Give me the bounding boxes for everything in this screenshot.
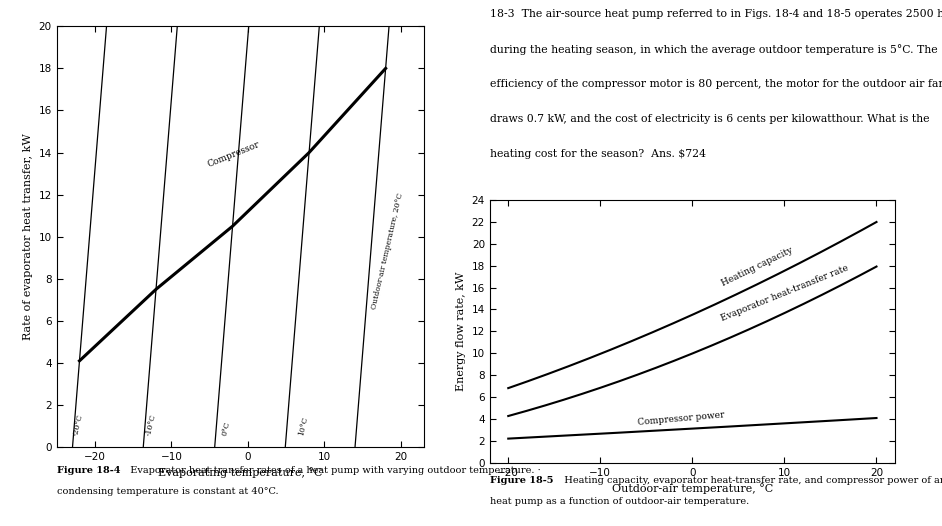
Text: Heating capacity, evaporator heat-transfer rate, and compressor power of an air-: Heating capacity, evaporator heat-transf…: [558, 476, 942, 485]
Text: 0°C: 0°C: [221, 421, 232, 437]
X-axis label: Outdoor-air temperature, °C: Outdoor-air temperature, °C: [611, 483, 773, 494]
Text: Evaporator heat-transfer rates of a heat pump with varying outdoor temperature. : Evaporator heat-transfer rates of a heat…: [124, 466, 541, 474]
Text: Figure 18-4: Figure 18-4: [57, 466, 120, 474]
Text: Compressor power: Compressor power: [637, 410, 724, 427]
Text: -10°C: -10°C: [144, 413, 157, 437]
Text: heating cost for the season?  Ans. $724: heating cost for the season? Ans. $724: [490, 149, 706, 159]
Text: during the heating season, in which the average outdoor temperature is 5°C. The: during the heating season, in which the …: [490, 44, 937, 55]
Text: Figure 18-5: Figure 18-5: [490, 476, 553, 485]
X-axis label: Evaporating temperature, °C: Evaporating temperature, °C: [158, 468, 322, 478]
Text: 18-3  The air-source heat pump referred to in Figs. 18-4 and 18-5 operates 2500 : 18-3 The air-source heat pump referred t…: [490, 9, 942, 19]
Text: efficiency of the compressor motor is 80 percent, the motor for the outdoor air : efficiency of the compressor motor is 80…: [490, 79, 942, 89]
Text: -20°C: -20°C: [72, 413, 85, 437]
Text: Evaporator heat-transfer rate: Evaporator heat-transfer rate: [720, 263, 850, 322]
Text: 10°C: 10°C: [298, 416, 310, 437]
Text: draws 0.7 kW, and the cost of electricity is 6 cents per kilowatthour. What is t: draws 0.7 kW, and the cost of electricit…: [490, 114, 930, 124]
Y-axis label: Rate of evaporator heat transfer, kW: Rate of evaporator heat transfer, kW: [23, 133, 33, 340]
Text: Outdoor-air temperature, 20°C: Outdoor-air temperature, 20°C: [370, 193, 405, 310]
Text: heat pump as a function of outdoor-air temperature.: heat pump as a function of outdoor-air t…: [490, 497, 749, 506]
Y-axis label: Energy flow rate, kW: Energy flow rate, kW: [456, 272, 466, 391]
Text: Heating capacity: Heating capacity: [720, 245, 794, 288]
Text: condensing temperature is constant at 40°C.: condensing temperature is constant at 40…: [57, 487, 278, 495]
Text: Compressor: Compressor: [205, 140, 261, 169]
